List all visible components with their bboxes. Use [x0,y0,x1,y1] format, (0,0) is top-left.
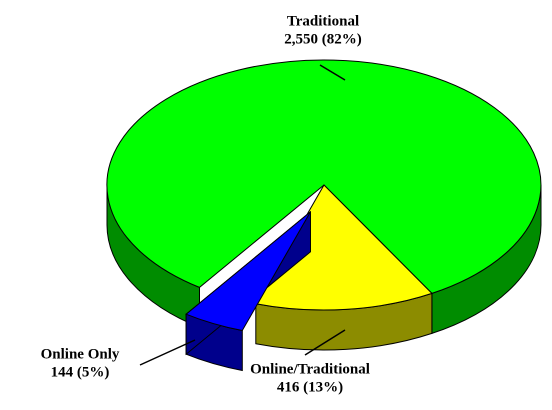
leader-line [319,64,346,81]
pie-slice [106,59,542,294]
slice-label: Online/Traditional [250,361,370,377]
slice-value-label: 2,550 (82%) [284,31,362,47]
pie-slice [185,211,311,332]
pie-slice [255,184,433,311]
slice-label: Online Only [41,346,120,362]
leader-line [304,329,346,356]
leader-line [139,339,196,366]
slice-value-label: 144 (5%) [51,364,110,380]
slice-value-label: 416 (13%) [277,379,343,395]
slice-label: Traditional [287,13,359,29]
